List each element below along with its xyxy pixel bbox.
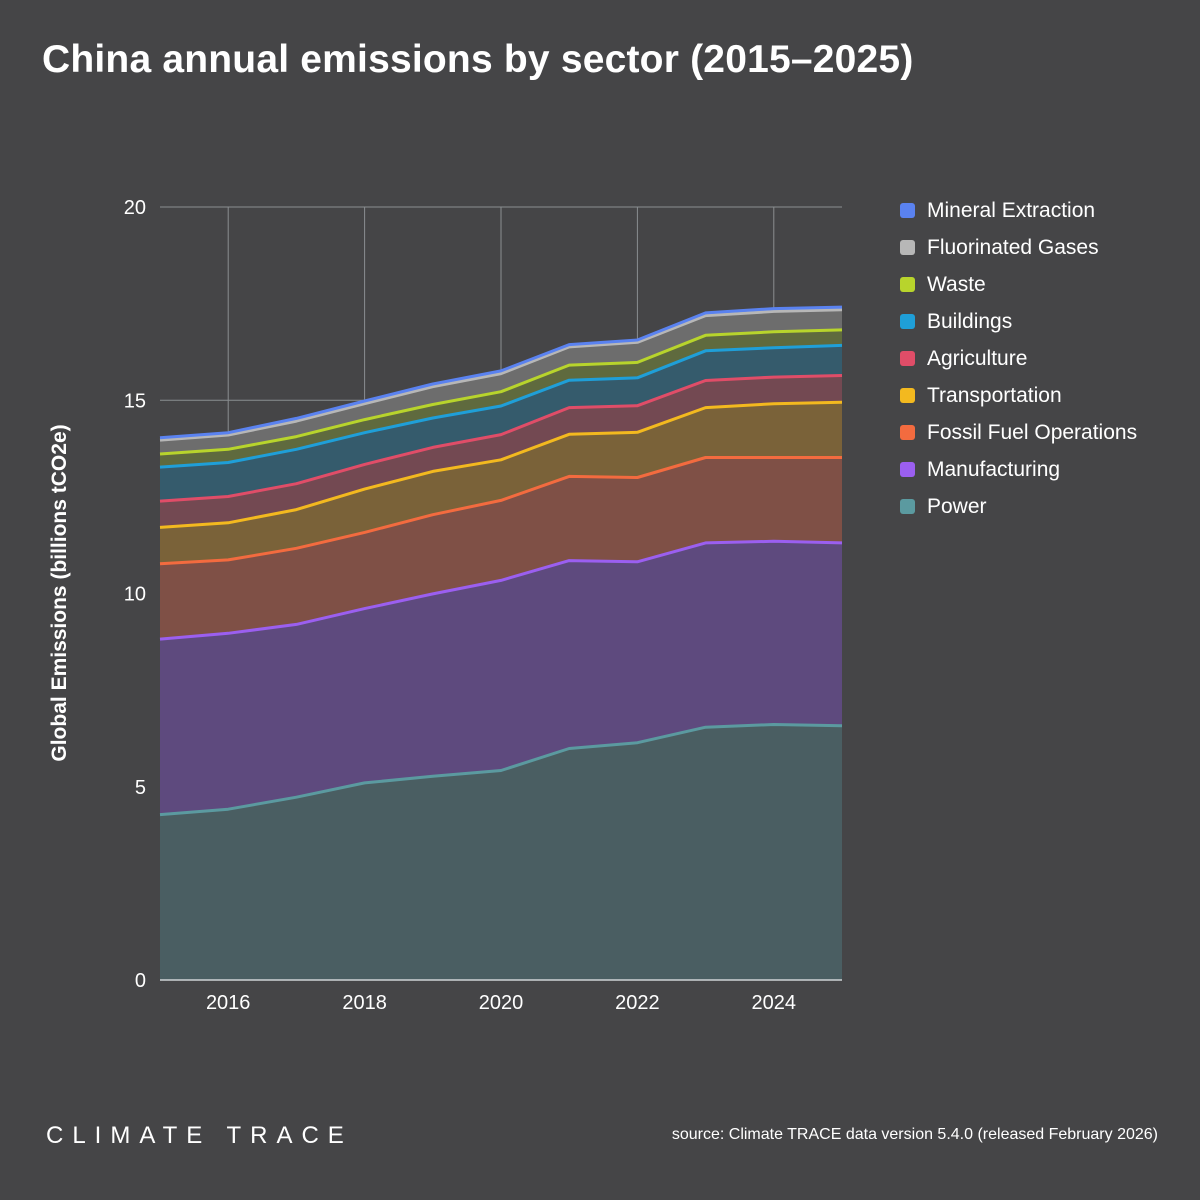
legend-item-mineral-extraction: Mineral Extraction <box>900 192 1137 229</box>
legend-swatch <box>900 277 915 292</box>
x-tick-label: 2022 <box>615 992 660 1014</box>
legend-swatch <box>900 240 915 255</box>
axis-layer: 0 5 10 15 20 2016 2018 2020 2022 2024 <box>124 197 842 1014</box>
legend-swatch <box>900 462 915 477</box>
legend-label: Mineral Extraction <box>927 198 1096 222</box>
x-tick-label: 2018 <box>342 992 387 1014</box>
line-waste <box>159 328 843 456</box>
legend-item-waste: Waste <box>900 266 1137 303</box>
line-fluorinated-gases <box>159 308 843 442</box>
legend-item-power: Power <box>900 488 1137 525</box>
y-tick-label: 10 <box>124 584 146 606</box>
legend-item-transportation: Transportation <box>900 377 1137 414</box>
x-tick-label: 2016 <box>206 992 251 1014</box>
y-tick-label: 0 <box>135 970 146 992</box>
chart-title: China annual emissions by sector (2015–2… <box>42 38 914 81</box>
area-fluorinated-gases <box>160 309 842 454</box>
x-tick-label: 2020 <box>479 992 524 1014</box>
legend-label: Fluorinated Gases <box>927 235 1099 259</box>
source-note: source: Climate TRACE data version 5.4.0… <box>671 1126 1158 1143</box>
line-agriculture <box>159 374 843 503</box>
legend-label: Manufacturing <box>927 457 1061 481</box>
area-transportation <box>160 402 842 564</box>
brand-logo: CLIMATE TRACE <box>46 1122 353 1149</box>
y-axis-label: Global Emissions (billions tCO2e) <box>48 424 71 761</box>
line-manufacturing <box>159 539 843 641</box>
area-fossil-fuel-operations <box>160 457 842 640</box>
legend: Mineral Extraction Fluorinated Gases Waste… <box>900 192 1137 525</box>
legend-item-fluorinated-gases: Fluorinated Gases <box>900 229 1137 266</box>
area-manufacturing <box>160 541 842 815</box>
legend-label: Buildings <box>927 309 1013 333</box>
line-layer <box>159 305 843 817</box>
legend-swatch <box>900 499 915 514</box>
legend-swatch <box>900 351 915 366</box>
legend-label: Transportation <box>927 383 1062 407</box>
legend-label: Agriculture <box>927 346 1028 370</box>
line-transportation <box>159 400 843 529</box>
legend-item-agriculture: Agriculture <box>900 340 1137 377</box>
legend-item-buildings: Buildings <box>900 303 1137 340</box>
legend-swatch <box>900 314 915 329</box>
x-tick-label: 2024 <box>752 992 797 1014</box>
line-mineral-extraction <box>159 305 843 440</box>
legend-label: Waste <box>927 272 986 296</box>
legend-label: Power <box>927 494 987 518</box>
legend-swatch <box>900 388 915 403</box>
y-tick-label: 5 <box>135 777 146 799</box>
legend-label: Fossil Fuel Operations <box>927 420 1138 444</box>
legend-item-fossil-fuel-operations: Fossil Fuel Operations <box>900 414 1137 451</box>
area-layer <box>160 307 842 980</box>
legend-swatch <box>900 203 915 218</box>
area-power <box>160 724 842 980</box>
line-buildings <box>159 343 843 469</box>
line-fossil-fuel-operations <box>159 456 842 566</box>
area-agriculture <box>160 375 842 528</box>
legend-swatch <box>900 425 915 440</box>
line-power <box>159 723 843 817</box>
area-buildings <box>160 345 842 502</box>
y-tick-label: 15 <box>124 390 146 412</box>
y-tick-label: 20 <box>124 197 146 219</box>
legend-item-manufacturing: Manufacturing <box>900 451 1137 488</box>
